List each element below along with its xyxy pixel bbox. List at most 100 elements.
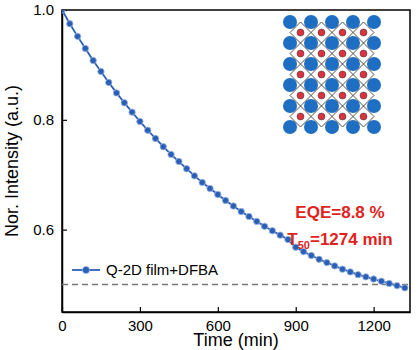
series-marker [277, 232, 283, 238]
series-marker [98, 68, 104, 74]
series-marker [269, 228, 275, 234]
annotations: EQE=8.8 % T50=1274 min [287, 203, 392, 251]
inset-atom [304, 15, 318, 29]
inset-atom-small [297, 50, 304, 57]
chart: 030060090012000.60.81.0Time (min)Nor. In… [0, 0, 420, 350]
series-marker [82, 45, 88, 51]
annotation-part: T [287, 230, 298, 249]
series-marker [145, 127, 151, 133]
inset-octahedron [311, 85, 332, 106]
x-tick: 300 [128, 307, 153, 334]
inset-atom [325, 36, 339, 50]
annotation-part: =1274 min [310, 230, 393, 249]
inset-octahedron [332, 106, 353, 127]
y-tick-mark [62, 230, 67, 231]
series-marker [191, 173, 197, 179]
annotation: EQE=8.8 % [295, 203, 384, 222]
inset-atom-small [297, 29, 304, 36]
inset-atom-small [297, 92, 304, 99]
series-marker [207, 185, 213, 191]
y-tick: 0.8 [33, 111, 67, 128]
y-tick-label: 1.0 [33, 1, 54, 18]
inset-atom-small [297, 71, 304, 78]
inset-atom [283, 57, 297, 71]
inset-atom [325, 15, 339, 29]
inset-atom [325, 120, 339, 134]
inset-atom [367, 99, 381, 113]
inset-atom [283, 15, 297, 29]
inset-atom [283, 36, 297, 50]
inset-octahedron [332, 43, 353, 64]
series-marker [378, 278, 384, 284]
series-marker [176, 158, 182, 164]
annotation-subscript: 50 [298, 239, 310, 251]
inset-atom-small [339, 71, 346, 78]
inset-atom [367, 120, 381, 134]
inset-atom [283, 120, 297, 134]
inset-atom-small [318, 71, 325, 78]
inset-atom [346, 99, 360, 113]
plot-area [62, 10, 410, 291]
inset-octahedron [290, 85, 311, 106]
annotation: T50=1274 min [287, 230, 392, 251]
legend: Q-2D film+DFBA [72, 261, 218, 278]
inset-atom [325, 57, 339, 71]
plot-frame [62, 10, 410, 312]
inset-atom [325, 99, 339, 113]
series-marker [355, 271, 361, 277]
series-marker [339, 266, 345, 272]
x-tick-label: 900 [284, 317, 309, 334]
x-axis-title: Time (min) [193, 330, 278, 350]
inset-octahedron [311, 106, 332, 127]
x-tick-label: 0 [58, 317, 66, 334]
inset-octahedron [332, 64, 353, 85]
series-marker [129, 109, 135, 115]
legend-label: Q-2D film+DFBA [106, 261, 218, 278]
inset-atom-small [360, 29, 367, 36]
series-marker [121, 100, 127, 106]
series-marker [215, 191, 221, 197]
inset-atom [346, 57, 360, 71]
series-marker [254, 218, 260, 224]
series-marker [402, 285, 408, 291]
inset-atom [346, 78, 360, 92]
series-marker [316, 256, 322, 262]
inset-atom [367, 78, 381, 92]
inset-atom [304, 99, 318, 113]
inset-atom [367, 15, 381, 29]
series-marker [168, 151, 174, 157]
inset-octahedron [290, 43, 311, 64]
inset-atom [304, 120, 318, 134]
series-marker [363, 274, 369, 280]
inset-atom-small [360, 113, 367, 120]
inset-atom-small [360, 92, 367, 99]
inset-octahedron [353, 85, 374, 106]
series-marker [74, 33, 80, 39]
inset-atom-small [339, 92, 346, 99]
x-tick-label: 300 [128, 317, 153, 334]
series-marker [62, 10, 65, 13]
series-marker [324, 259, 330, 265]
y-axis-line [62, 11, 64, 313]
inset-atom-small [318, 29, 325, 36]
inset-atom [346, 120, 360, 134]
inset-atom [367, 57, 381, 71]
series-line [62, 10, 405, 288]
series-marker [347, 269, 353, 275]
x-tick-mark [296, 307, 297, 312]
y-tick: 1.0 [33, 1, 67, 18]
x-tick: 1200 [357, 307, 390, 334]
inset-atom [304, 78, 318, 92]
series-marker [183, 165, 189, 171]
annotation-part: EQE=8.8 % [295, 203, 384, 222]
inset-octahedron [353, 43, 374, 64]
series-marker [331, 263, 337, 269]
series-marker [261, 223, 267, 229]
x-tick-label: 1200 [357, 317, 390, 334]
y-tick-mark [62, 120, 67, 121]
inset-atom [346, 36, 360, 50]
series-marker [230, 203, 236, 209]
series-marker [238, 208, 244, 214]
inset-octahedron [353, 106, 374, 127]
inset-octahedron [353, 64, 374, 85]
